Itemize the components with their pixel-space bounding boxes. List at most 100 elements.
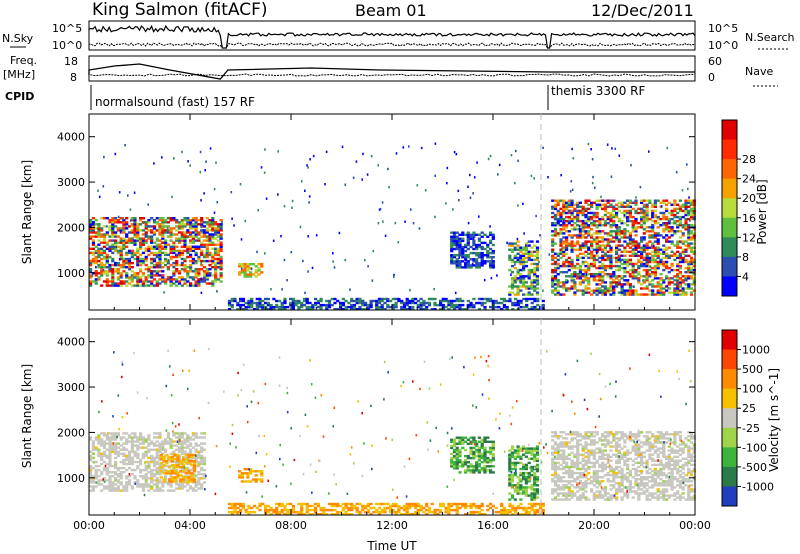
heatmap-cell bbox=[411, 299, 415, 303]
heatmap-cell bbox=[166, 266, 170, 269]
heatmap-cell bbox=[642, 238, 646, 241]
heatmap-cell bbox=[469, 245, 473, 249]
heatmap-cell bbox=[461, 299, 465, 303]
heatmap-cell bbox=[533, 279, 537, 282]
heatmap-cell bbox=[141, 251, 145, 255]
heatmap-cell bbox=[502, 303, 506, 307]
heatmap-noise-cell bbox=[611, 147, 613, 150]
heatmap-cell bbox=[524, 451, 528, 454]
heatmap-cell bbox=[645, 273, 649, 276]
heatmap-cell bbox=[283, 305, 287, 309]
heatmap-cell bbox=[535, 478, 540, 481]
heatmap-noise-cell bbox=[283, 205, 286, 208]
heatmap-cell bbox=[676, 230, 680, 233]
heatmap-cell bbox=[214, 251, 218, 255]
heatmap-cell bbox=[567, 268, 571, 272]
heatmap-cell bbox=[141, 239, 145, 242]
heatmap-cell bbox=[601, 240, 605, 243]
heatmap-cell bbox=[97, 438, 101, 441]
heatmap-noise-cell bbox=[250, 267, 253, 271]
heatmap-cell bbox=[155, 253, 159, 257]
heatmap-cell bbox=[136, 257, 140, 261]
velocity-heatmap-cells bbox=[89, 347, 696, 516]
heatmap-cell bbox=[108, 471, 112, 474]
heatmap-cell bbox=[662, 228, 666, 231]
heatmap-cell bbox=[116, 268, 120, 271]
heatmap-cell bbox=[147, 237, 151, 240]
heatmap-cell bbox=[141, 261, 145, 265]
heatmap-cell bbox=[587, 266, 591, 270]
heatmap-cell bbox=[648, 289, 652, 292]
heatmap-cell bbox=[617, 260, 621, 264]
heatmap-cell bbox=[183, 219, 187, 222]
heatmap-cell bbox=[180, 257, 184, 261]
heatmap-cell bbox=[489, 247, 493, 251]
heatmap-cell bbox=[477, 450, 481, 454]
heatmap-cell bbox=[127, 452, 132, 455]
heatmap-cell bbox=[527, 486, 531, 489]
heatmap-cell bbox=[609, 293, 613, 296]
heatmap-cell bbox=[197, 274, 201, 277]
heatmap-cell bbox=[617, 291, 621, 294]
heatmap-cell bbox=[576, 457, 580, 460]
heatmap-cell bbox=[243, 263, 247, 266]
heatmap-cell bbox=[197, 479, 201, 482]
heatmap-cell bbox=[102, 434, 107, 437]
heatmap-cell bbox=[127, 456, 132, 460]
heatmap-cell bbox=[530, 271, 534, 274]
heatmap-cell bbox=[553, 463, 558, 467]
heatmap-cell bbox=[173, 464, 177, 467]
heatmap-cell bbox=[576, 236, 580, 239]
heatmap-cell bbox=[570, 242, 574, 245]
heatmap-cell bbox=[172, 241, 176, 244]
heatmap-cell bbox=[559, 480, 563, 483]
heatmap-cell bbox=[197, 239, 201, 242]
heatmap-cell bbox=[425, 305, 429, 309]
heatmap-cell bbox=[200, 442, 204, 445]
heatmap-cell bbox=[186, 276, 190, 279]
heatmap-cell bbox=[573, 453, 577, 456]
heatmap-cell bbox=[94, 231, 98, 234]
heatmap-cell bbox=[116, 227, 120, 230]
heatmap-cell bbox=[508, 256, 512, 260]
heatmap-cell bbox=[114, 261, 118, 265]
heatmap-cell bbox=[249, 470, 253, 473]
heatmap-cell bbox=[102, 466, 107, 470]
heatmap-cell bbox=[587, 465, 591, 469]
heatmap-cell bbox=[189, 223, 193, 226]
heatmap-cell bbox=[592, 238, 596, 241]
heatmap-cell bbox=[565, 258, 569, 262]
heatmap-cell bbox=[565, 461, 569, 465]
heatmap-cell bbox=[570, 285, 574, 288]
heatmap-cell bbox=[634, 289, 638, 292]
heatmap-cell bbox=[191, 249, 195, 253]
heatmap-cell bbox=[612, 222, 616, 225]
heatmap-cell bbox=[130, 458, 134, 462]
heatmap-cell bbox=[193, 480, 197, 483]
heatmap-cell bbox=[681, 252, 685, 255]
heatmap-cell bbox=[361, 301, 365, 305]
heatmap-cell bbox=[631, 254, 635, 257]
heatmap-cell bbox=[653, 273, 657, 276]
heatmap-cell bbox=[687, 232, 691, 235]
heatmap-cell bbox=[211, 266, 215, 269]
heatmap-cell bbox=[133, 432, 137, 435]
heatmap-cell bbox=[640, 224, 644, 227]
heatmap-cell bbox=[150, 239, 154, 242]
heatmap-cell bbox=[252, 301, 257, 305]
heatmap-cell bbox=[469, 258, 473, 261]
heatmap-cell bbox=[640, 240, 644, 243]
heatmap-cell bbox=[530, 262, 534, 266]
heatmap-cell bbox=[516, 447, 520, 450]
heatmap-cell bbox=[559, 248, 563, 251]
heatmap-cell bbox=[615, 226, 619, 229]
heatmap-cell bbox=[249, 472, 253, 475]
heatmap-cell bbox=[344, 299, 348, 303]
heatmap-cell bbox=[100, 227, 104, 230]
heatmap-cell bbox=[130, 487, 134, 490]
heatmap-cell bbox=[161, 485, 165, 488]
heatmap-cell bbox=[165, 453, 169, 457]
heatmap-cell bbox=[130, 225, 134, 228]
heatmap-cell bbox=[628, 242, 632, 245]
heatmap-cell bbox=[243, 271, 247, 274]
